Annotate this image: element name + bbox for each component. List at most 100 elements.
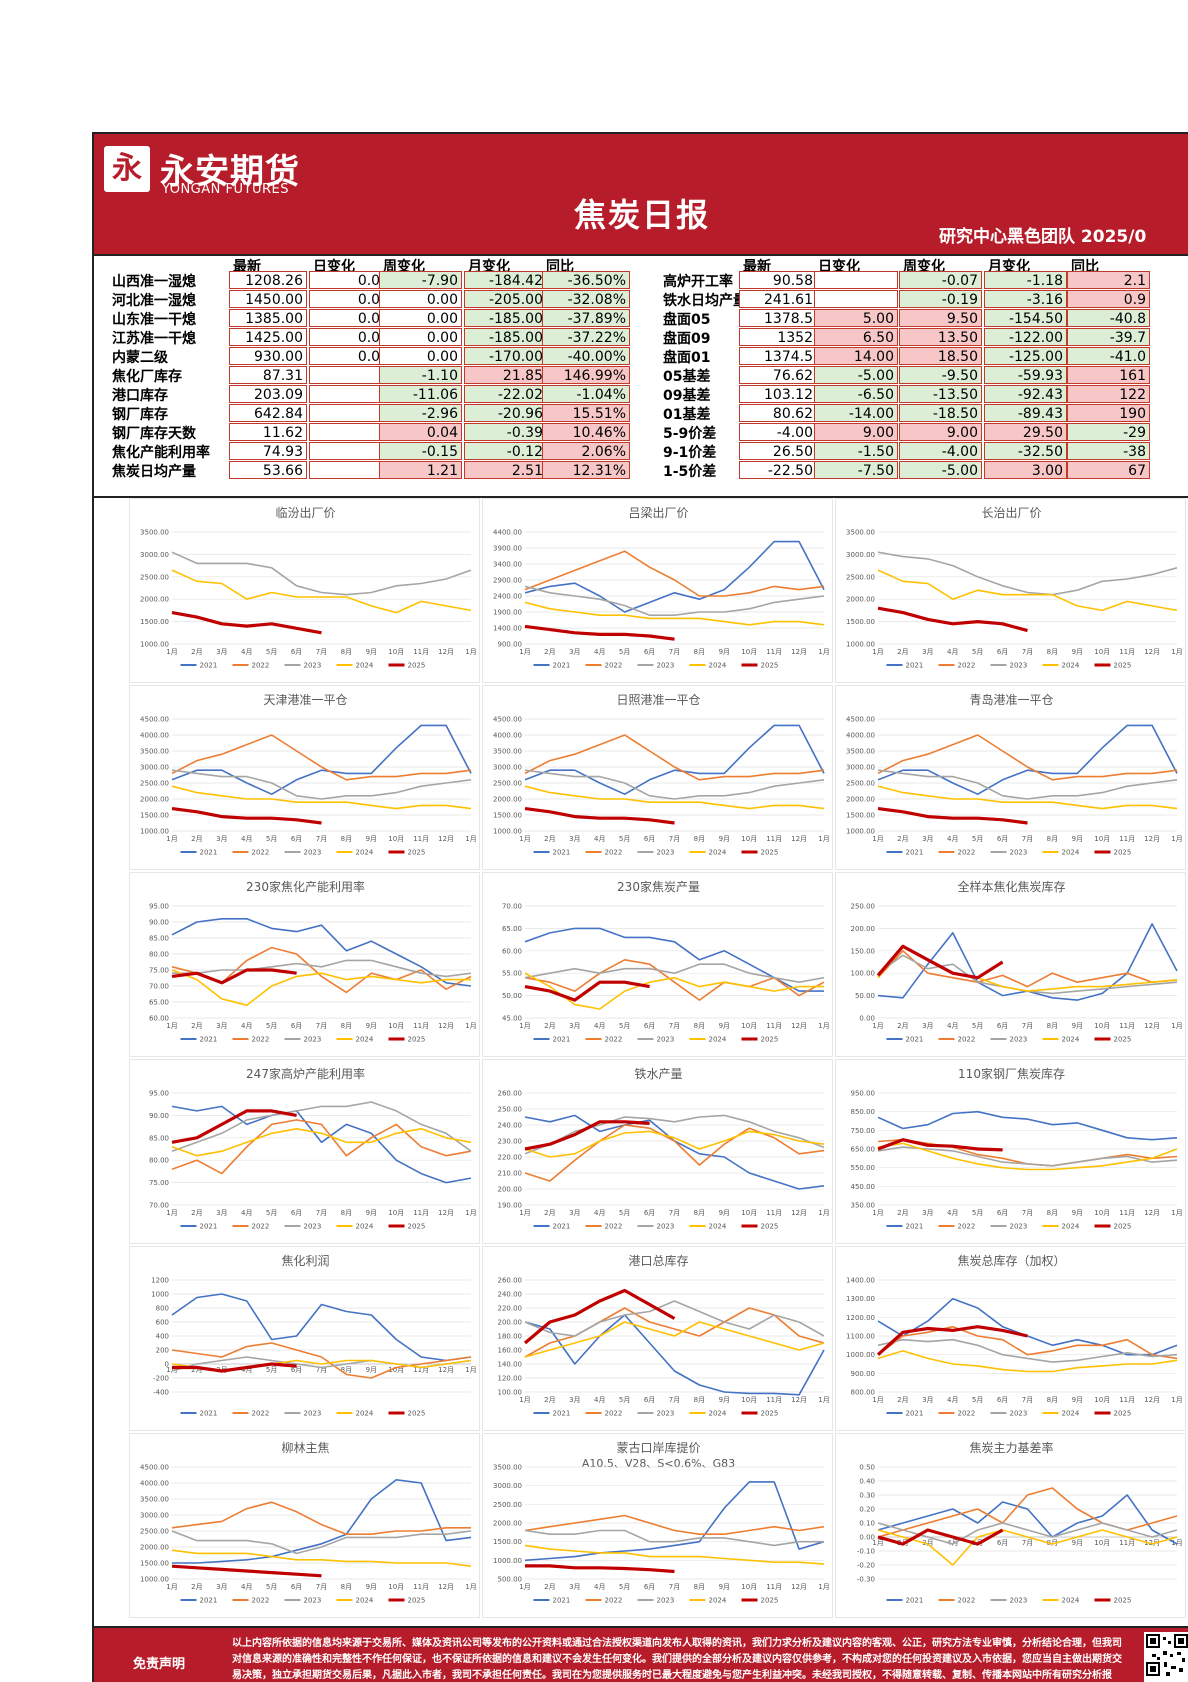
chart-title: 蒙古口岸库提价 — [616, 1440, 700, 1455]
series-line-2025 — [171, 611, 322, 635]
x-tick-label: 1月 — [818, 1396, 829, 1404]
x-tick-label: 1月 — [465, 1022, 476, 1030]
x-tick-label: 11月 — [1119, 648, 1135, 656]
legend-label: 2025 — [408, 662, 426, 670]
x-tick-label: 7月 — [1022, 1396, 1033, 1404]
x-tick-label: 10月 — [741, 648, 757, 656]
chart-3: 长治出厂价 3500.00 3000.00 2500.00 2000.00 1500.00… — [835, 498, 1186, 683]
x-tick-label: 12月 — [791, 1583, 807, 1591]
chart-title: 长治出厂价 — [981, 506, 1041, 520]
y-tick-label: 550.00 — [851, 1164, 876, 1172]
x-tick-label: 11月 — [413, 835, 429, 843]
x-tick-label: 5月 — [972, 648, 983, 656]
x-tick-label: 9月 — [1072, 648, 1083, 656]
right-table-cell: -29 — [1067, 423, 1150, 441]
legend-label: 2022 — [252, 1036, 270, 1044]
x-tick-label: 1月 — [465, 648, 476, 656]
y-tick-label: 0.40 — [859, 1478, 875, 1486]
chart-title: 110家钢厂焦炭库存 — [958, 1066, 1065, 1081]
left-row-label: 焦化产能利用率 — [112, 445, 210, 461]
legend-label: 2021 — [553, 1597, 571, 1605]
chart-title: 全样本焦化焦炭库存 — [957, 879, 1065, 894]
x-tick-label: 2月 — [191, 1022, 202, 1030]
y-tick-label: 75.00 — [149, 967, 169, 975]
legend-label: 2023 — [304, 849, 322, 857]
series-line-2025 — [877, 1138, 1003, 1152]
left-row-label: 河北准一湿熄 — [112, 293, 196, 309]
x-tick-label: 6月 — [644, 648, 655, 656]
series-line-2021 — [877, 1110, 1178, 1141]
series-line-2024 — [524, 972, 824, 1010]
y-tick-label: 4000.00 — [140, 732, 169, 740]
y-tick-label: 100.00 — [498, 1389, 523, 1397]
x-tick-label: 8月 — [1047, 1209, 1058, 1217]
series-line-2023 — [524, 1529, 824, 1547]
x-tick-label: 2月 — [544, 1022, 555, 1030]
y-tick-label: 95.00 — [149, 903, 169, 911]
summary-tables: 最新 最新 日变化 日变化 周变化 周变化 月变化 月变化 同比 同比 山西准一湿熄 1208.26 0… — [94, 256, 1188, 498]
y-tick-label: 2500.00 — [140, 780, 169, 788]
y-tick-label: 2000.00 — [140, 1544, 169, 1552]
left-row-label: 港口库存 — [112, 388, 168, 404]
series-line-2025 — [171, 968, 297, 985]
y-tick-label: 2000.00 — [493, 1520, 522, 1528]
left-table-cell: -32.08% — [542, 290, 630, 308]
x-tick-label: 4月 — [594, 648, 605, 656]
x-tick-label: 11月 — [413, 1583, 429, 1591]
right-table-cell: 6.50 — [814, 328, 898, 346]
x-tick-label: 6月 — [997, 1209, 1008, 1217]
right-row-label: 高炉开工率 — [663, 274, 733, 290]
left-row-label: 焦炭日均产量 — [112, 464, 196, 480]
y-tick-label: 65.00 — [502, 925, 522, 933]
series-line-2021 — [524, 1114, 825, 1190]
x-tick-label: 3月 — [922, 1209, 933, 1217]
y-tick-label: 2500.00 — [493, 780, 522, 788]
x-tick-label: 5月 — [972, 1396, 983, 1404]
series-line-2022 — [524, 1514, 825, 1535]
x-tick-label: 1月 — [818, 648, 829, 656]
right-table-cell: 1374.5 — [739, 347, 817, 365]
y-tick-label: 1500.00 — [493, 812, 522, 820]
right-row-label: 01基差 — [663, 407, 711, 423]
series-line-2023 — [877, 769, 1178, 800]
y-tick-label: 1500.00 — [140, 1560, 169, 1568]
series-line-2025 — [524, 980, 650, 1002]
x-tick-label: 12月 — [1144, 1209, 1160, 1217]
series-line-2022 — [171, 734, 472, 781]
chart-title: 临汾出厂价 — [275, 506, 335, 520]
x-tick-label: 7月 — [669, 1396, 680, 1404]
right-table-cell: -32.50 — [984, 442, 1067, 460]
y-tick-label: 2000.00 — [846, 596, 875, 604]
x-tick-label: 5月 — [266, 835, 277, 843]
y-tick-label: 4500.00 — [140, 716, 169, 724]
x-tick-label: 9月 — [366, 1022, 377, 1030]
chart-title: 港口总库存 — [628, 1253, 688, 1268]
x-tick-label: 11月 — [413, 648, 429, 656]
x-tick-label: 11月 — [766, 1396, 782, 1404]
left-table-cell: 11.62 — [229, 423, 307, 441]
x-tick-label: 1月 — [166, 1583, 177, 1591]
x-tick-label: 12月 — [1144, 648, 1160, 656]
x-tick-label: 7月 — [316, 648, 327, 656]
qr-code-icon[interactable] — [1144, 1632, 1188, 1682]
y-tick-label: 90.00 — [149, 919, 169, 927]
y-tick-label: 90.00 — [149, 1112, 169, 1120]
y-tick-label: 70.00 — [502, 903, 522, 911]
legend-label: 2025 — [408, 1223, 426, 1231]
right-table-cell: -13.50 — [899, 385, 982, 403]
x-tick-label: 8月 — [1047, 1396, 1058, 1404]
x-tick-label: 7月 — [316, 1366, 327, 1374]
series-line-2022 — [877, 1325, 1178, 1360]
x-tick-label: 8月 — [1047, 1022, 1058, 1030]
x-tick-label: 10月 — [1094, 1539, 1110, 1547]
legend-label: 2024 — [356, 1036, 374, 1044]
series-line-2025 — [877, 1528, 1004, 1546]
right-table-cell: 1352 — [739, 328, 817, 346]
y-tick-label: 85.00 — [149, 1134, 169, 1142]
x-tick-label: 4月 — [947, 835, 958, 843]
x-tick-label: 4月 — [241, 1022, 252, 1030]
x-tick-label: 6月 — [291, 1583, 302, 1591]
legend-label: 2025 — [761, 849, 779, 857]
series-line-2021 — [171, 1105, 472, 1184]
y-tick-label: 60.00 — [149, 1015, 169, 1023]
